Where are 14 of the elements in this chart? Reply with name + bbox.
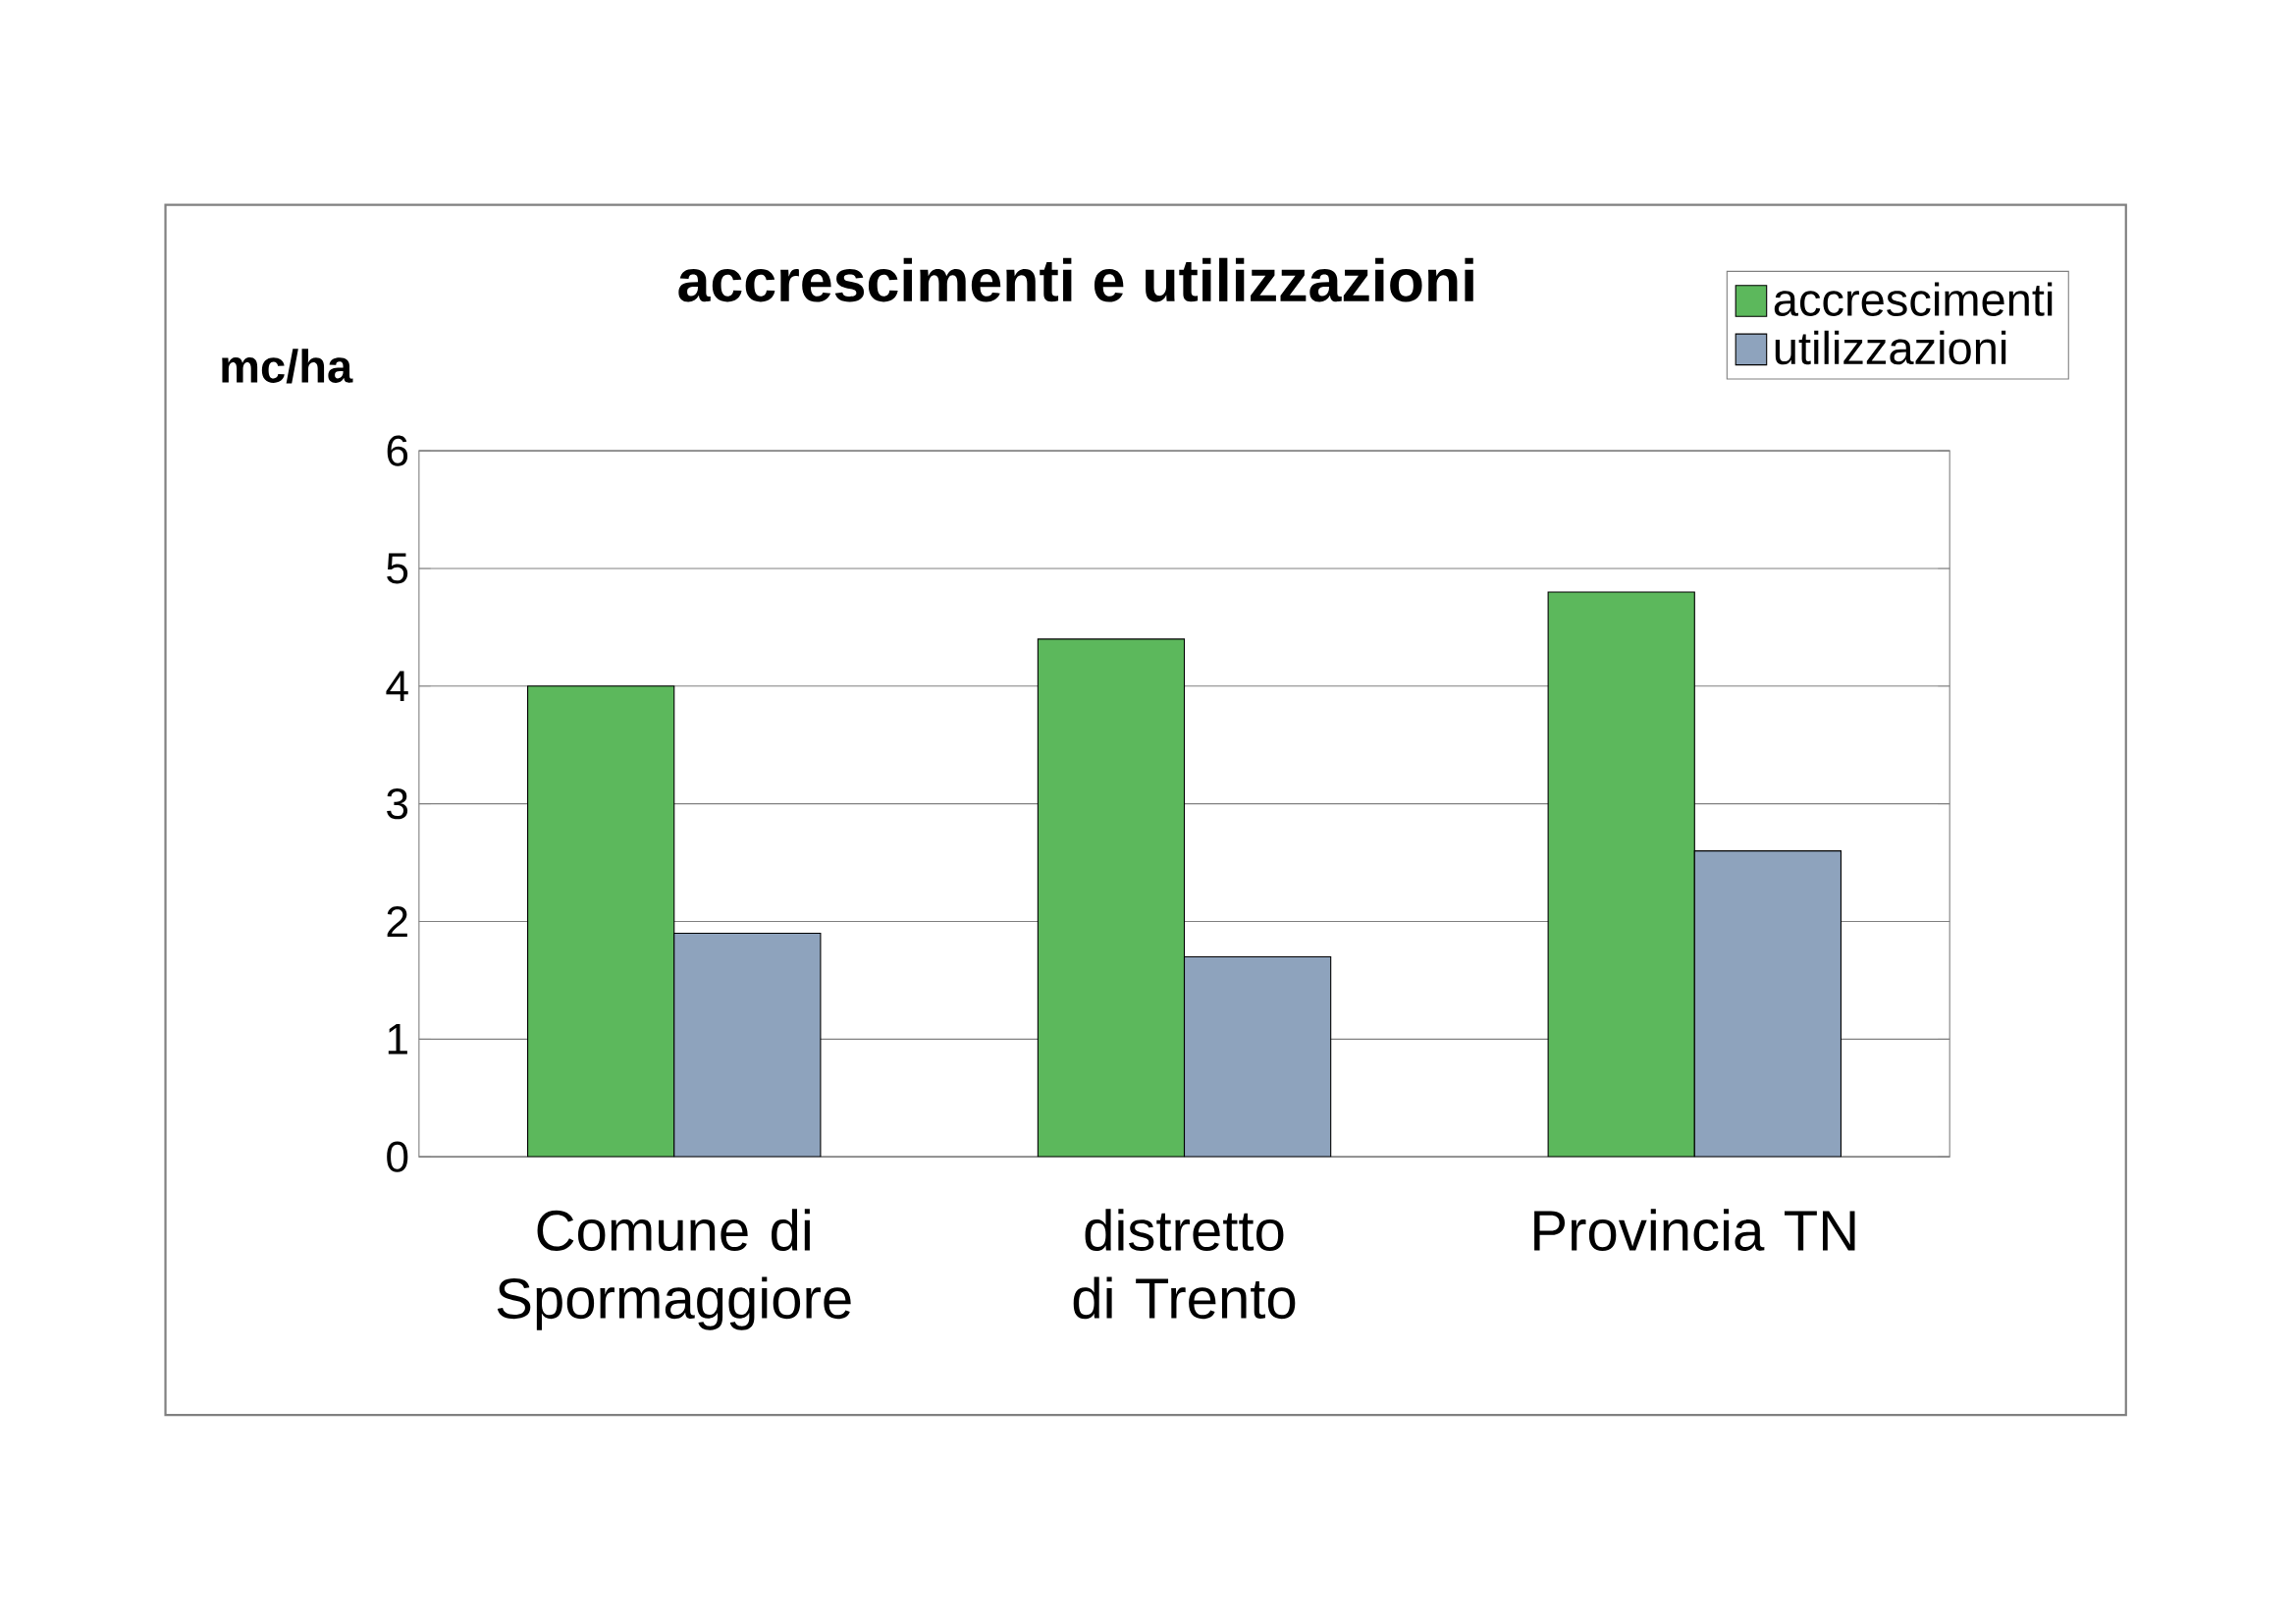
y-tick-label: 0 <box>387 1141 408 1172</box>
y-tick-label: 1 <box>388 1024 407 1055</box>
legend-label: utilizzazioni <box>1775 330 2006 365</box>
y-tick-label: 3 <box>387 788 408 820</box>
legend-label: accrescimenti <box>1774 282 2053 317</box>
chart-title: accrescimenti e utilizzazioni <box>678 257 1473 302</box>
x-tick-label: Provincia TN <box>1534 1209 1855 1252</box>
y-tick-label: 5 <box>387 553 408 584</box>
x-tick-label: Comune di Spormaggiore <box>497 1209 851 1330</box>
y-tick-label: 2 <box>387 906 407 938</box>
y-tick-label: 6 <box>387 435 408 466</box>
x-tick-label: distretto di Trento <box>1073 1209 1296 1320</box>
y-tick-label: 4 <box>386 671 408 702</box>
y-axis-title: mc/ha <box>222 349 353 384</box>
